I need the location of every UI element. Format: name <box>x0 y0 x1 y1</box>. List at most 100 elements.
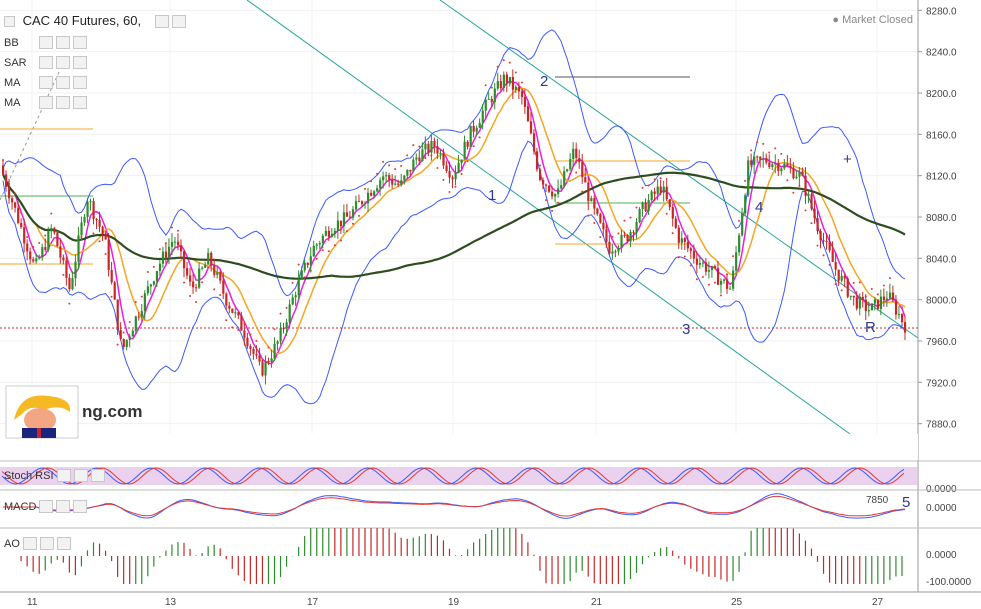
stoch-label[interactable]: Stoch RSI <box>4 469 105 482</box>
eye-icon[interactable] <box>39 36 53 49</box>
sar-dot <box>719 294 722 297</box>
candle-body <box>379 180 382 189</box>
candle-body <box>427 143 430 153</box>
sar-dot <box>50 212 53 215</box>
time-axis-ticks: 11 13 17 19 21 25 27 <box>27 597 884 608</box>
sar-dot <box>32 245 35 248</box>
sar-dot <box>593 222 596 225</box>
candle-body <box>116 299 119 331</box>
candle-body <box>662 186 665 193</box>
candle-body <box>415 157 418 160</box>
sar-dot <box>213 288 216 291</box>
candle-body <box>505 74 508 84</box>
close-icon[interactable] <box>73 56 87 69</box>
candle-body <box>110 269 113 283</box>
candle-body <box>231 308 234 313</box>
close-icon[interactable] <box>56 537 71 550</box>
eye-icon[interactable] <box>39 56 53 69</box>
candle-body <box>104 233 107 240</box>
sar-dot <box>852 281 855 284</box>
eye-icon[interactable] <box>56 469 71 482</box>
eye-icon[interactable] <box>39 96 53 109</box>
candle-body <box>852 295 855 298</box>
close-icon[interactable] <box>73 76 87 89</box>
candle-body <box>367 192 370 204</box>
sar-dot <box>786 179 789 182</box>
candle-body <box>192 281 195 288</box>
candle-body <box>137 316 140 318</box>
candle-body <box>32 259 35 262</box>
sar-dot <box>158 248 161 251</box>
sar-dot <box>882 284 885 287</box>
candle-body <box>849 295 852 297</box>
y-tick-label: 8240.0 <box>926 48 957 59</box>
gear-icon[interactable] <box>56 76 70 89</box>
candle-body <box>511 77 515 90</box>
eye-icon[interactable] <box>22 537 37 550</box>
sar-dot <box>249 333 252 336</box>
wave-label-r: R <box>865 319 876 336</box>
candle-body <box>683 238 686 243</box>
ao-tick-1: -100.0000 <box>926 577 971 588</box>
sar-dot <box>545 199 547 202</box>
candle-body <box>686 242 689 249</box>
candle-body <box>484 99 487 111</box>
candle-body <box>870 303 873 311</box>
candle-body <box>738 235 741 253</box>
eye-icon[interactable] <box>154 15 169 29</box>
sar-dot <box>170 226 173 229</box>
candle-body <box>20 222 23 228</box>
candle-body <box>774 162 777 165</box>
close-icon[interactable] <box>73 36 87 49</box>
settings-icon[interactable] <box>172 15 187 29</box>
gear-icon[interactable] <box>39 537 54 550</box>
close-icon[interactable] <box>90 469 105 482</box>
sar-dot <box>689 264 692 267</box>
close-icon[interactable] <box>73 500 88 513</box>
indicator-row-ma2[interactable]: MA <box>4 96 87 109</box>
sar-dot <box>327 250 330 253</box>
ao-label[interactable]: AO <box>4 537 71 550</box>
candle-body <box>330 233 334 237</box>
indicator-row-sar[interactable]: SAR <box>4 56 87 69</box>
gear-icon[interactable] <box>56 36 70 49</box>
collapse-icon[interactable] <box>4 16 15 28</box>
candle-body <box>867 310 870 312</box>
candle-body <box>759 156 762 160</box>
candle-body <box>252 348 255 354</box>
sar-dot <box>116 343 119 346</box>
eye-icon[interactable] <box>39 500 54 513</box>
sar-dot <box>418 145 421 148</box>
sar-dot <box>231 326 234 329</box>
candle-body <box>650 191 653 201</box>
gear-icon[interactable] <box>73 469 88 482</box>
gear-icon[interactable] <box>56 96 70 109</box>
indicator-row-ma1[interactable]: MA <box>4 76 87 89</box>
sar-dot <box>653 178 656 181</box>
candle-body <box>828 241 831 251</box>
gear-icon[interactable] <box>56 500 71 513</box>
eye-icon[interactable] <box>39 76 53 89</box>
candle-body <box>388 175 391 180</box>
sar-dot <box>750 149 753 152</box>
candle-body <box>228 305 231 309</box>
candle-body <box>584 177 587 183</box>
sar-dot <box>876 293 879 296</box>
candle-body <box>747 160 750 196</box>
macd-label[interactable]: MACD <box>4 500 88 513</box>
candle-body <box>825 240 828 242</box>
gear-icon[interactable] <box>56 56 70 69</box>
sar-dot <box>68 302 71 305</box>
candle-body <box>840 275 843 281</box>
candle-body <box>668 199 671 208</box>
candle-body <box>735 252 738 271</box>
candle-body <box>83 216 86 223</box>
sar-dot <box>14 192 17 195</box>
close-icon[interactable] <box>73 96 87 109</box>
sar-dot <box>575 171 578 174</box>
candle-body <box>149 284 153 287</box>
indicator-row-bb[interactable]: BB <box>4 36 87 49</box>
candle-body <box>538 169 542 180</box>
sar-dot <box>858 281 861 284</box>
